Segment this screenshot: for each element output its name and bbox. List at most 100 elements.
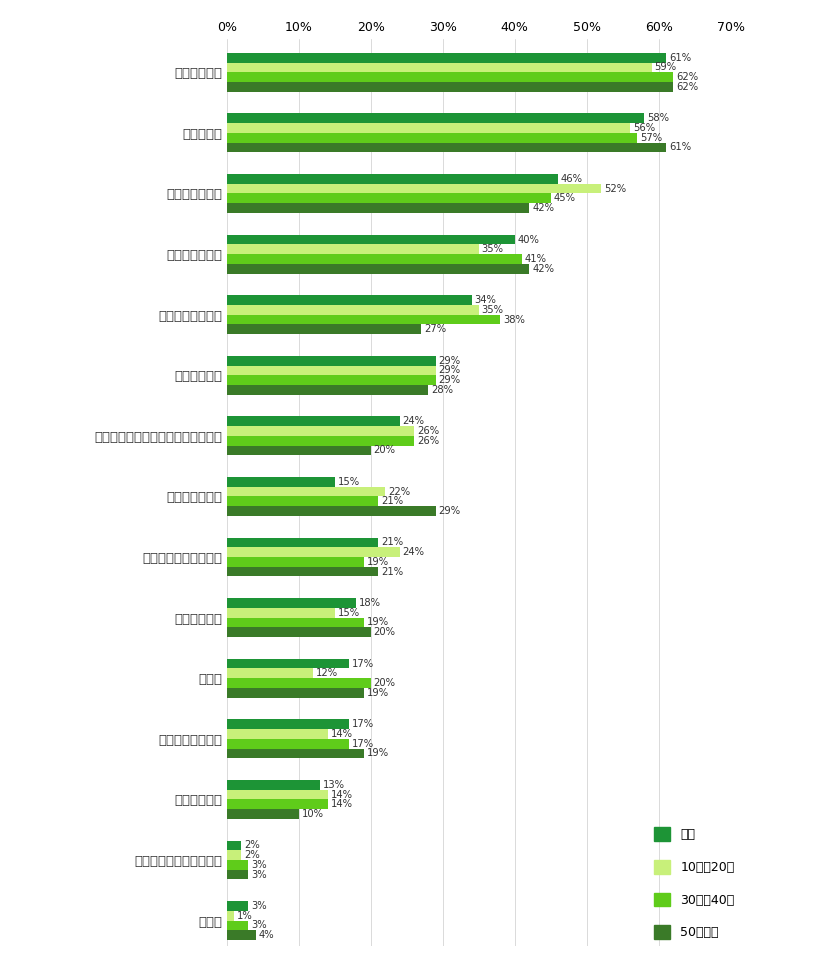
- Bar: [227, 659, 349, 669]
- Bar: [227, 789, 328, 799]
- Bar: [227, 417, 400, 427]
- Bar: [227, 385, 428, 395]
- Bar: [227, 63, 652, 72]
- Text: 62%: 62%: [676, 82, 698, 92]
- Text: 62%: 62%: [676, 72, 698, 82]
- Bar: [227, 124, 630, 133]
- Bar: [227, 477, 335, 486]
- Bar: [227, 930, 255, 940]
- Text: 42%: 42%: [532, 263, 554, 274]
- Text: 4%: 4%: [259, 930, 274, 940]
- Bar: [227, 618, 364, 627]
- Bar: [227, 901, 249, 911]
- Text: 3%: 3%: [251, 869, 267, 879]
- Text: 15%: 15%: [338, 608, 360, 618]
- Text: 57%: 57%: [640, 133, 662, 143]
- Bar: [227, 305, 479, 315]
- Bar: [227, 204, 529, 213]
- Text: 19%: 19%: [366, 618, 389, 627]
- Text: 17%: 17%: [352, 738, 374, 749]
- Bar: [227, 446, 370, 455]
- Text: 41%: 41%: [525, 254, 547, 264]
- Bar: [227, 234, 515, 244]
- Text: 2%: 2%: [244, 850, 260, 860]
- Bar: [227, 315, 501, 324]
- Bar: [227, 183, 601, 194]
- Bar: [227, 366, 436, 375]
- Text: 13%: 13%: [323, 780, 345, 789]
- Bar: [227, 427, 414, 436]
- Text: 21%: 21%: [381, 566, 403, 577]
- Text: 26%: 26%: [417, 436, 439, 446]
- Text: 18%: 18%: [360, 598, 381, 608]
- Text: 56%: 56%: [633, 124, 655, 133]
- Text: 19%: 19%: [366, 688, 389, 698]
- Bar: [227, 72, 673, 82]
- Text: 14%: 14%: [330, 789, 353, 800]
- Text: 2%: 2%: [244, 841, 260, 850]
- Bar: [227, 598, 356, 608]
- Bar: [227, 627, 370, 637]
- Bar: [227, 143, 666, 152]
- Text: 17%: 17%: [352, 719, 374, 730]
- Legend: 全体, 10代～20代, 30代～40代, 50代以上: 全体, 10代～20代, 30代～40代, 50代以上: [654, 827, 735, 940]
- Text: 10%: 10%: [302, 809, 323, 819]
- Bar: [227, 114, 644, 124]
- Bar: [227, 780, 320, 789]
- Text: 21%: 21%: [381, 496, 403, 507]
- Bar: [227, 436, 414, 446]
- Bar: [227, 869, 249, 879]
- Bar: [227, 809, 299, 819]
- Text: 3%: 3%: [251, 901, 267, 911]
- Text: 29%: 29%: [438, 356, 460, 366]
- Text: 20%: 20%: [374, 627, 396, 637]
- Bar: [227, 547, 400, 557]
- Bar: [227, 850, 241, 860]
- Bar: [227, 496, 378, 507]
- Bar: [227, 730, 328, 739]
- Bar: [227, 356, 436, 366]
- Text: 42%: 42%: [532, 203, 554, 213]
- Text: 29%: 29%: [438, 506, 460, 516]
- Text: 61%: 61%: [669, 53, 691, 63]
- Text: 19%: 19%: [366, 557, 389, 566]
- Bar: [227, 566, 378, 576]
- Text: 3%: 3%: [251, 860, 267, 869]
- Bar: [227, 678, 370, 688]
- Text: 59%: 59%: [654, 63, 676, 72]
- Text: 46%: 46%: [561, 174, 583, 184]
- Text: 29%: 29%: [438, 375, 460, 385]
- Bar: [227, 921, 249, 930]
- Bar: [227, 860, 249, 869]
- Text: 15%: 15%: [338, 477, 360, 487]
- Text: 21%: 21%: [381, 538, 403, 547]
- Text: 20%: 20%: [374, 446, 396, 455]
- Text: 22%: 22%: [388, 486, 410, 497]
- Text: 20%: 20%: [374, 678, 396, 688]
- Bar: [227, 263, 529, 273]
- Bar: [227, 911, 234, 921]
- Bar: [227, 669, 313, 678]
- Text: 40%: 40%: [517, 234, 539, 244]
- Bar: [227, 324, 421, 334]
- Bar: [227, 749, 364, 758]
- Text: 27%: 27%: [424, 324, 446, 334]
- Bar: [227, 244, 479, 254]
- Bar: [227, 608, 335, 618]
- Bar: [227, 799, 328, 809]
- Text: 52%: 52%: [604, 183, 626, 194]
- Text: 61%: 61%: [669, 143, 691, 152]
- Bar: [227, 688, 364, 698]
- Bar: [227, 133, 638, 143]
- Bar: [227, 557, 364, 566]
- Bar: [227, 841, 241, 850]
- Text: 14%: 14%: [330, 729, 353, 739]
- Bar: [227, 82, 673, 92]
- Bar: [227, 194, 551, 204]
- Bar: [227, 486, 386, 496]
- Text: 19%: 19%: [366, 749, 389, 758]
- Text: 28%: 28%: [431, 385, 454, 395]
- Text: 14%: 14%: [330, 799, 353, 810]
- Text: 24%: 24%: [402, 416, 424, 427]
- Bar: [227, 719, 349, 730]
